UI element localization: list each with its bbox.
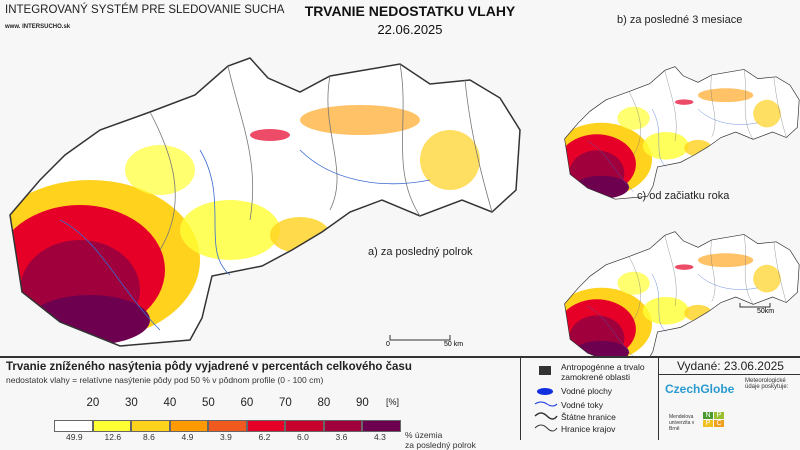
scale-bar-small [739, 303, 771, 308]
legend-tick: 50 [202, 397, 215, 409]
legend-swatch [285, 420, 324, 432]
legend-tick: 70 [279, 397, 292, 409]
legend-tick: 40 [163, 397, 177, 409]
percent-value: 49.9 [66, 432, 83, 442]
symbol-label: Vodné toky [561, 400, 604, 410]
water-body-icon [537, 388, 553, 395]
legend-tick: 80 [317, 397, 331, 409]
legend-swatch [92, 420, 131, 432]
label-map-c: c) od začiatku roka [637, 190, 730, 202]
scale-zero: 0 [386, 341, 390, 348]
map-a [0, 58, 520, 346]
percent-label: % územia [405, 430, 443, 440]
legend-unit: [%] [386, 397, 400, 407]
legend-title: Trvanie zníženého nasýtenia pôdy vyjadre… [6, 361, 412, 373]
system-name: INTEGROVANÝ SYSTÉM PRE SLEDOVANIE SUCHA [5, 4, 285, 16]
legend-subtitle: nedostatok vlahy = relatívne nasýtenie p… [6, 375, 324, 385]
mendelu-logo: Mendelova univerzita v Brně [669, 414, 695, 432]
legend-tick: 20 [86, 397, 100, 409]
symbol-label: Štátne hranice [561, 412, 616, 422]
maps [0, 0, 800, 356]
scale-label-main: 50 km [444, 341, 464, 348]
anthropogenic-area-icon [539, 366, 551, 375]
scale-label-small: 50km [757, 308, 775, 315]
czechglobe-logo: CzechGlobe [665, 382, 735, 396]
map-c [551, 232, 799, 356]
label-map-a: a) za posledný polrok [368, 246, 473, 258]
label-map-b: b) za posledné 3 mesiace [617, 14, 743, 26]
legend-swatch [169, 420, 208, 432]
info-panel: Vydané: 23.06.2025 CzechGlobe Meteorolog… [658, 356, 800, 440]
map-b [551, 67, 799, 199]
symbol-legend: Antropogénne a trvalo zamokrené oblasti … [520, 356, 659, 440]
percent-value: 3.9 [220, 432, 232, 442]
legend-tick: 30 [125, 397, 138, 409]
legend-swatch [323, 420, 362, 432]
legend-tick: 90 [356, 397, 369, 409]
symbol-label: Antropogénne a trvalo zamokrené oblasti [561, 362, 645, 382]
percent-value: 8.6 [143, 432, 155, 442]
map-title: TRVANIE NEDOSTATKU VLAHY [304, 3, 516, 19]
legend-swatch [362, 420, 401, 432]
map-date: 22.06.2025 [377, 22, 443, 37]
percent-value: 12.6 [104, 432, 122, 442]
percent-value: 6.2 [258, 432, 271, 442]
legend-tick: 60 [240, 397, 254, 409]
percent-value: 6.0 [297, 432, 309, 442]
website-link[interactable]: www. INTERSUCHO.sk [5, 24, 71, 30]
meteo-text: Meteorologické údaje poskytuje: [745, 378, 789, 390]
color-legend: Trvanie zníženého nasýtenia pôdy vyjadre… [0, 356, 520, 450]
scale-bar-main [389, 335, 451, 341]
percent-value: 4.3 [374, 432, 386, 442]
legend-swatch [208, 420, 247, 432]
issued-date: Vydané: 23.06.2025 [677, 359, 784, 373]
legend-swatch [246, 420, 285, 432]
percent-value: 4.9 [181, 432, 194, 442]
legend-swatch [54, 420, 93, 432]
line-icons [534, 401, 558, 432]
symbol-label: Vodné plochy [561, 386, 613, 396]
percent-label-period: za posledný polrok [405, 440, 476, 450]
legend-swatch [131, 420, 170, 432]
symbol-label: Hranice krajov [561, 424, 616, 434]
percent-value: 3.6 [335, 432, 348, 442]
